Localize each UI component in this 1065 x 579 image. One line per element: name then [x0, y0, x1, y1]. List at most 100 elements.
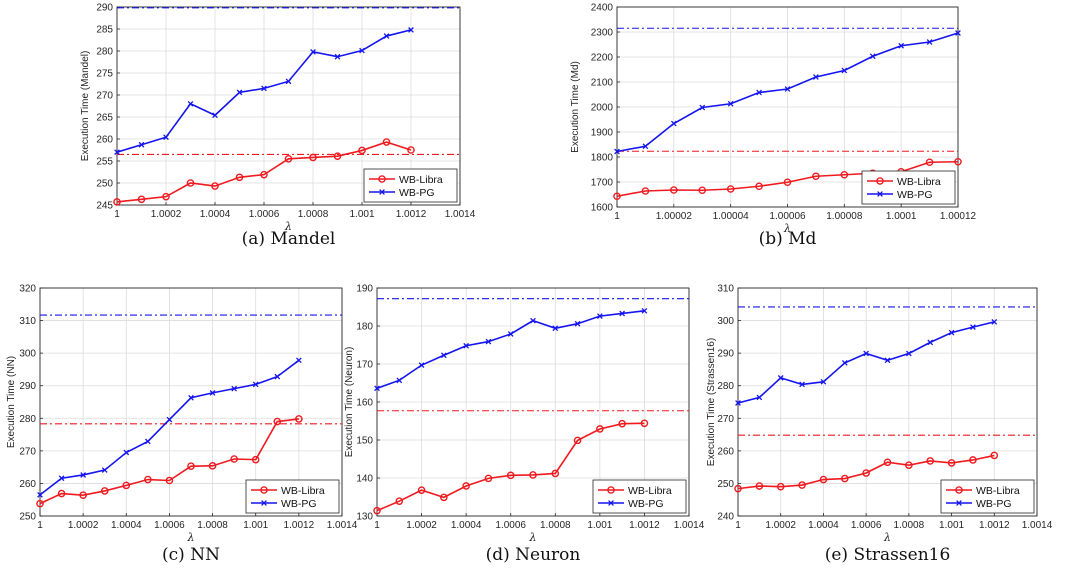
y-tick-label: 300 — [19, 349, 36, 360]
data-point-pg — [507, 331, 514, 337]
data-point-pg — [188, 394, 194, 401]
data-point-libra — [905, 461, 913, 469]
x-tick-label: 1.0006 — [851, 520, 882, 531]
legend-label-pg: WB-PG — [897, 189, 933, 201]
legend-marker-libra — [260, 486, 268, 494]
data-point-pg — [869, 53, 876, 60]
legend-marker-pg — [261, 500, 267, 506]
x-tick-label: 1 — [614, 211, 620, 222]
data-point-libra — [573, 436, 582, 445]
data-point-libra — [260, 170, 268, 179]
data-point-pg — [37, 491, 43, 498]
legend-label-libra: WB-Libra — [628, 485, 672, 497]
y-tick-label: 320 — [19, 284, 36, 295]
data-point-pg — [670, 120, 677, 127]
axes-frame — [737, 287, 1038, 517]
y-tick-label: 180 — [356, 322, 373, 333]
data-point-libra — [783, 178, 792, 187]
y-tick-label: 280 — [717, 381, 734, 392]
legend-box — [245, 479, 340, 514]
data-point-pg — [383, 33, 390, 39]
data-point-libra — [755, 182, 763, 191]
x-tick-label: 1.0008 — [540, 520, 571, 531]
data-point-libra — [295, 415, 303, 423]
y-tick-label: 310 — [717, 284, 734, 295]
data-point-libra — [100, 487, 109, 495]
x-tick-label: 1.001 — [587, 520, 612, 531]
y-tick-label: 2300 — [591, 28, 614, 39]
y-axis-label: Execution Time (Mandel) — [80, 51, 91, 162]
data-point-libra — [162, 192, 170, 201]
data-point-libra — [235, 173, 244, 182]
y-tick-label: 260 — [96, 135, 113, 146]
x-axis-label: λ — [783, 222, 791, 235]
y-tick-label: 1700 — [591, 178, 614, 189]
chart-caption: (c) NN — [162, 545, 220, 565]
y-tick-label: 250 — [717, 479, 734, 490]
legend-label-libra: WB-Libra — [281, 485, 325, 497]
data-point-pg — [619, 310, 626, 317]
data-point-pg — [295, 357, 302, 364]
x-tick-label: 1.0002 — [765, 520, 796, 531]
data-point-libra — [113, 198, 121, 206]
x-tick-label: 1.0014 — [445, 209, 476, 220]
data-point-pg — [756, 89, 762, 96]
y-tick-label: 280 — [96, 47, 113, 58]
x-tick-label: 1.001 — [349, 209, 374, 220]
x-tick-label: 1.0008 — [298, 209, 329, 220]
chart-caption: (d) Neuron — [486, 545, 581, 565]
legend-marker-libra — [876, 177, 884, 185]
data-point-libra — [309, 153, 317, 162]
data-point-pg — [440, 352, 447, 359]
chart-panel-3: 1 1.0002 1.0004 1.0006 1.0008 1.001 1.0012 1.00… — [6, 284, 358, 566]
data-point-libra — [734, 484, 742, 493]
data-point-libra — [755, 482, 764, 490]
y-tick-label: 285 — [96, 25, 113, 36]
data-point-libra — [698, 186, 707, 195]
data-point-pg — [80, 472, 87, 478]
data-point-libra — [798, 481, 806, 489]
data-point-libra — [230, 455, 238, 463]
data-point-pg — [530, 317, 536, 324]
data-point-pg — [261, 85, 267, 92]
data-point-pg — [209, 390, 216, 396]
data-point-pg — [236, 89, 243, 96]
data-point-libra — [208, 462, 217, 470]
data-point-libra — [122, 481, 131, 490]
data-point-pg — [552, 325, 559, 332]
data-point-pg — [212, 112, 218, 119]
x-tick-label: 1.0012 — [629, 520, 660, 531]
y-tick-label: 2100 — [591, 78, 614, 89]
data-point-libra — [990, 451, 999, 460]
data-point-libra — [462, 482, 470, 490]
data-point-pg — [777, 375, 784, 381]
legend-label-pg: WB-PG — [399, 187, 435, 199]
legend-box — [363, 168, 458, 203]
data-point-libra — [57, 489, 66, 498]
data-point-libra — [440, 493, 448, 502]
data-point-libra — [925, 158, 934, 167]
x-tick-label: 1.0014 — [327, 520, 358, 531]
data-point-pg — [820, 378, 827, 385]
data-point-libra — [251, 455, 260, 464]
y-axis-label: Execution Time (Md) — [570, 61, 581, 153]
x-tick-label: 1 — [374, 520, 380, 531]
y-tick-label: 250 — [96, 179, 113, 190]
data-point-pg — [334, 53, 341, 60]
y-tick-label: 260 — [19, 479, 36, 490]
data-point-libra — [407, 146, 415, 154]
data-point-libra — [333, 152, 342, 160]
x-tick-label: 1.00006 — [769, 211, 806, 222]
x-tick-label: 1.0008 — [197, 520, 228, 531]
x-tick-label: 1.0002 — [406, 520, 437, 531]
data-point-libra — [165, 476, 174, 485]
y-tick-label: 2200 — [591, 53, 614, 64]
legend-marker-pg — [379, 189, 385, 195]
data-point-libra — [382, 138, 391, 146]
data-point-libra — [613, 192, 621, 201]
y-tick-label: 280 — [19, 414, 36, 425]
data-point-pg — [991, 319, 998, 325]
y-tick-label: 290 — [96, 3, 113, 14]
series-line-libra — [376, 422, 645, 512]
data-point-libra — [883, 458, 892, 467]
